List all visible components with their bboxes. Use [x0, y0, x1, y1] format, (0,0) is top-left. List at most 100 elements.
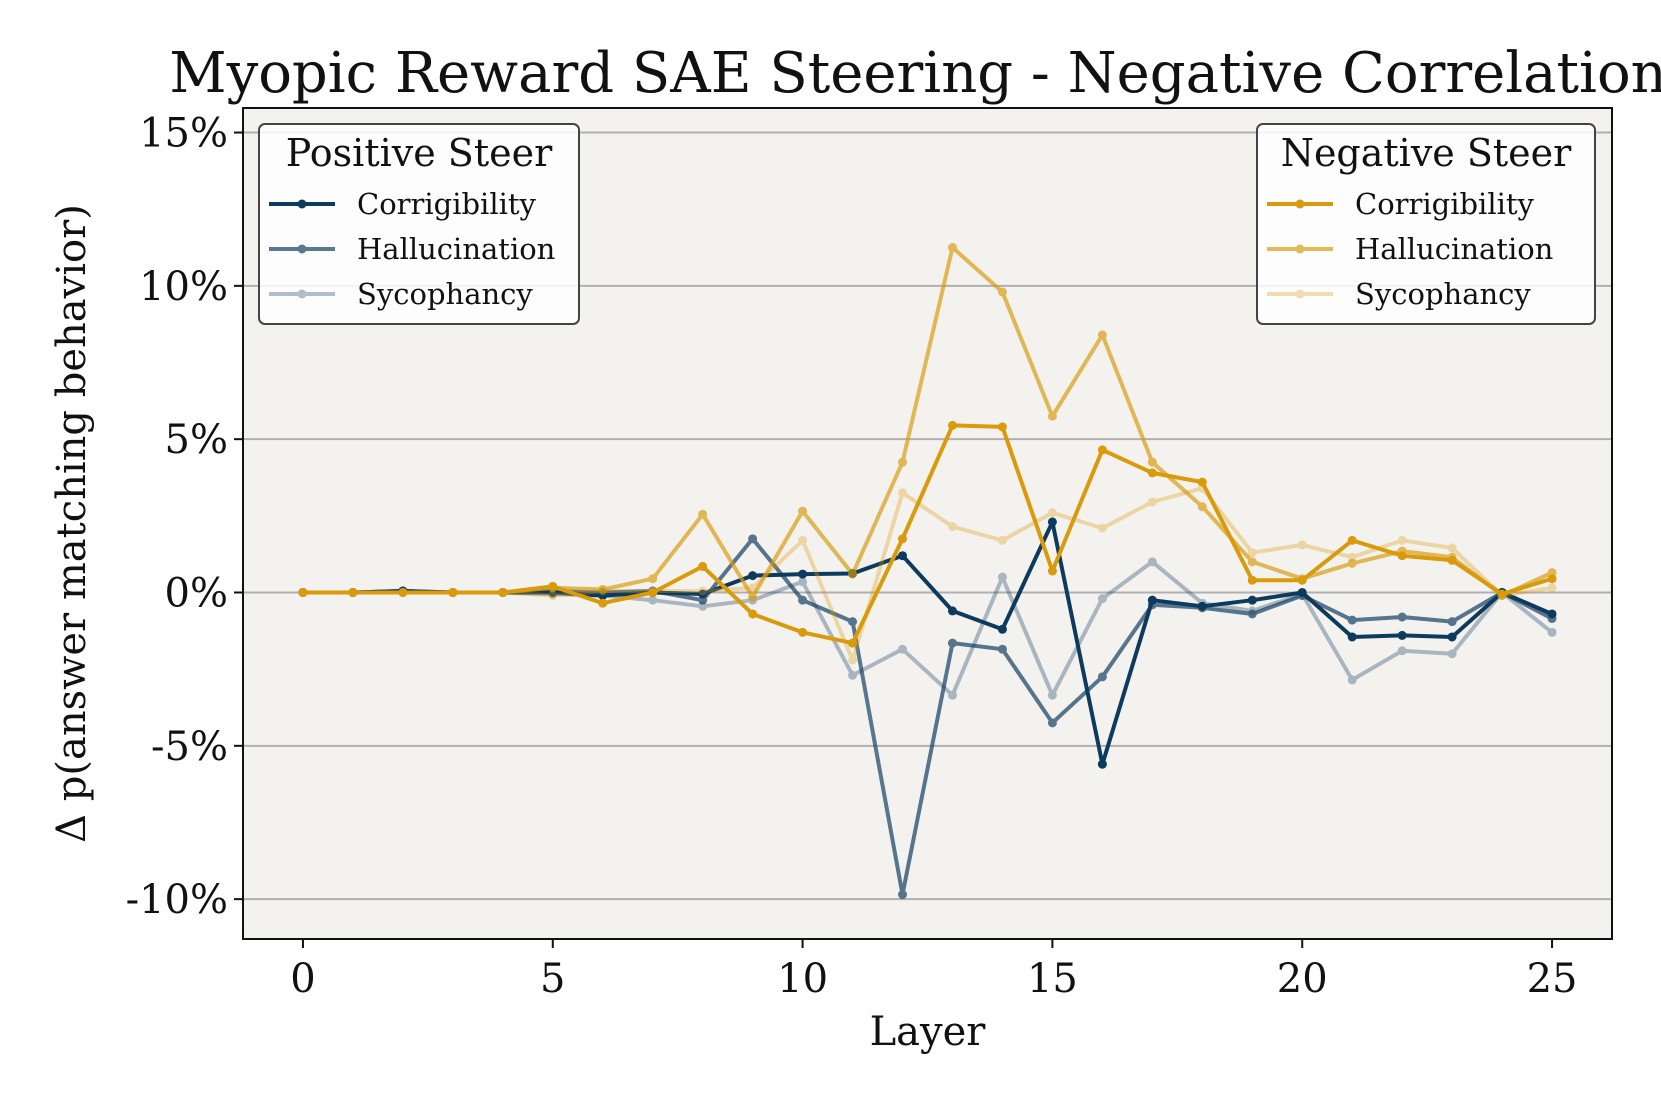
data-point [1197, 502, 1207, 512]
legend-label: Hallucination [357, 232, 555, 266]
data-point [1397, 546, 1407, 556]
y-tick-label: -10% [126, 877, 228, 923]
data-point [648, 586, 658, 596]
y-tick-label: -5% [151, 724, 228, 770]
data-point [1497, 591, 1507, 601]
y-axis-label: Δ p(answer matching behavior) [49, 204, 95, 843]
data-point [598, 586, 608, 596]
data-point [548, 591, 558, 601]
legend-label: Corrigibility [1355, 187, 1535, 221]
data-point [698, 509, 708, 519]
data-point [1547, 614, 1557, 624]
series-line [303, 486, 1553, 662]
data-point [997, 535, 1007, 545]
data-point [1397, 630, 1407, 640]
data-point [997, 287, 1007, 297]
legend-negative-steer: Negative Steer Corrigibility Hallucination… [1256, 123, 1596, 325]
data-point [1047, 566, 1057, 576]
data-point [947, 420, 957, 430]
data-point [1097, 759, 1107, 769]
data-point [1347, 615, 1357, 625]
data-point [1247, 606, 1257, 616]
data-point [1297, 591, 1307, 601]
data-point [1147, 497, 1157, 507]
legend-title: Positive Steer [286, 131, 553, 175]
data-point [898, 534, 908, 544]
data-point [348, 587, 358, 597]
data-point [798, 535, 808, 545]
data-point [1197, 598, 1207, 608]
chart-title: Myopic Reward SAE Steering - Negative Co… [169, 41, 1661, 106]
x-axis-ticks: 0 5 10 15 20 25 [290, 939, 1577, 1002]
data-point [1047, 690, 1057, 700]
data-point [997, 644, 1007, 654]
y-tick-label: 10% [139, 264, 228, 310]
data-point [848, 569, 858, 579]
data-point [548, 583, 558, 593]
data-point [498, 587, 508, 597]
legend-box [1256, 123, 1596, 325]
data-point [698, 561, 708, 571]
legend-entry [269, 199, 335, 209]
data-point [748, 583, 758, 593]
data-point [698, 601, 708, 611]
legend-entry [1267, 289, 1333, 299]
data-point [1097, 672, 1107, 682]
data-point [1097, 594, 1107, 604]
series-layer [298, 243, 1557, 900]
data-point [1547, 627, 1557, 637]
data-point [1147, 457, 1157, 467]
data-point [298, 587, 308, 597]
x-tick-label: 10 [777, 956, 828, 1002]
legends: Positive Steer Corrigibility Hallucination… [258, 123, 1596, 325]
legend-label: Hallucination [1355, 232, 1553, 266]
data-point [1447, 632, 1457, 642]
series-line [303, 245, 1553, 600]
plot-frame [242, 107, 1613, 940]
data-point [1297, 540, 1307, 550]
data-point [1097, 445, 1107, 455]
legend-title: Negative Steer [1281, 131, 1572, 175]
data-point [1147, 600, 1157, 610]
legend-entry [1267, 199, 1333, 209]
data-point [1347, 632, 1357, 642]
x-tick-label: 0 [290, 956, 315, 1002]
data-point [997, 422, 1007, 432]
legend-marker [1295, 199, 1305, 209]
data-point [947, 638, 957, 648]
data-point [1447, 649, 1457, 659]
x-tick-label: 15 [1027, 956, 1078, 1002]
data-point [1297, 589, 1307, 599]
x-tick-label: 25 [1527, 956, 1578, 1002]
data-point [1147, 557, 1157, 567]
data-point [598, 598, 608, 608]
data-point [1047, 508, 1057, 518]
legend-positive-steer: Positive Steer Corrigibility Hallucination… [258, 123, 580, 325]
data-point [1447, 552, 1457, 562]
x-tick-label: 20 [1277, 956, 1328, 1002]
data-point [898, 551, 908, 561]
data-point [1547, 568, 1557, 578]
x-axis-label: Layer [870, 1009, 987, 1055]
data-point [798, 577, 808, 587]
data-point [748, 609, 758, 619]
data-point [698, 595, 708, 605]
data-point [1247, 548, 1257, 558]
data-point [848, 617, 858, 627]
data-point [1347, 558, 1357, 568]
data-point [798, 506, 808, 516]
data-point [1247, 595, 1257, 605]
legend-label: Corrigibility [357, 187, 537, 221]
data-point [648, 587, 658, 597]
legend-marker [297, 244, 307, 254]
y-tick-label: 15% [139, 111, 228, 157]
legend-box [258, 123, 580, 325]
data-point [848, 655, 858, 665]
data-point [448, 587, 458, 597]
data-point [1347, 552, 1357, 562]
y-axis-ticks: -10% -5% 0% 5% 10% 15% [126, 111, 243, 923]
data-point [798, 569, 808, 579]
legend-entry [269, 289, 335, 299]
data-point [1547, 583, 1557, 593]
